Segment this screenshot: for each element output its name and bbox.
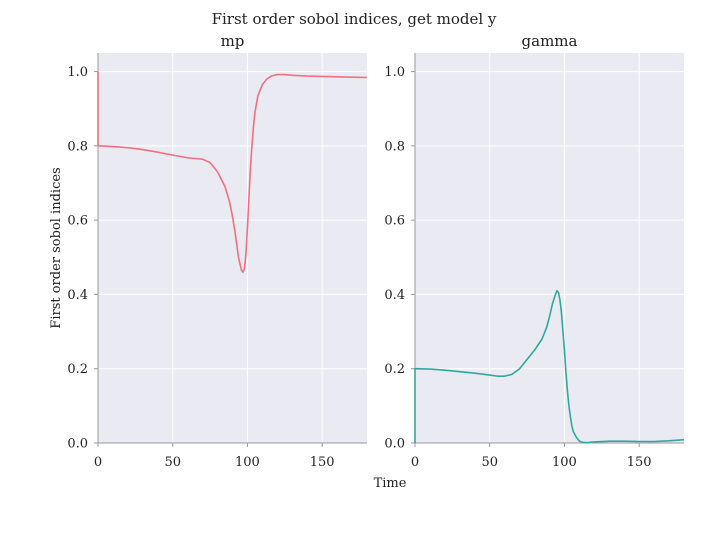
chart-panels: 0 50 100 150 0.0 0.2 0.4 0.6 0.8 1.0 mp 0 50 100 150 0.… <box>67 32 685 470</box>
y-tick-label: 0.0 <box>384 437 405 452</box>
y-tick-label: 0.2 <box>67 362 88 377</box>
x-tick-label: 50 <box>481 455 498 470</box>
y-tick-label: 0.6 <box>384 214 405 229</box>
x-tick-label: 0 <box>94 455 102 470</box>
chart-suptitle: First order sobol indices, get model y <box>212 10 497 28</box>
plot-background <box>415 53 684 443</box>
x-axis-label: Time <box>374 476 407 491</box>
y-tick-label: 0.6 <box>67 214 88 229</box>
x-tick-label: 0 <box>411 455 419 470</box>
y-tick-label: 0.8 <box>67 139 88 154</box>
x-tick-label: 100 <box>235 455 260 470</box>
y-axis-label: First order sobol indices <box>49 167 64 328</box>
x-tick-label: 50 <box>164 455 181 470</box>
series-line-gamma <box>414 289 685 444</box>
y-tick-label: 0.4 <box>67 288 88 303</box>
y-tick-label: 0.2 <box>384 362 405 377</box>
y-tick-label: 0.0 <box>67 437 88 452</box>
y-tick-label: 0.8 <box>384 139 405 154</box>
panel-title: gamma <box>522 32 578 50</box>
y-tick-label: 1.0 <box>384 65 405 80</box>
x-tick-label: 150 <box>310 455 335 470</box>
panel-gamma: 0 50 100 150 0.0 0.2 0.4 0.6 0.8 1.0 gamma <box>384 32 685 470</box>
panel-title: mp <box>221 32 245 50</box>
x-tick-label: 100 <box>552 455 577 470</box>
y-tick-label: 1.0 <box>67 65 88 80</box>
plot-background <box>98 53 367 443</box>
y-tick-label: 0.4 <box>384 288 405 303</box>
panel-mp: 0 50 100 150 0.0 0.2 0.4 0.6 0.8 1.0 mp <box>67 32 368 470</box>
x-tick-label: 150 <box>627 455 652 470</box>
series-line-mp <box>97 71 368 273</box>
